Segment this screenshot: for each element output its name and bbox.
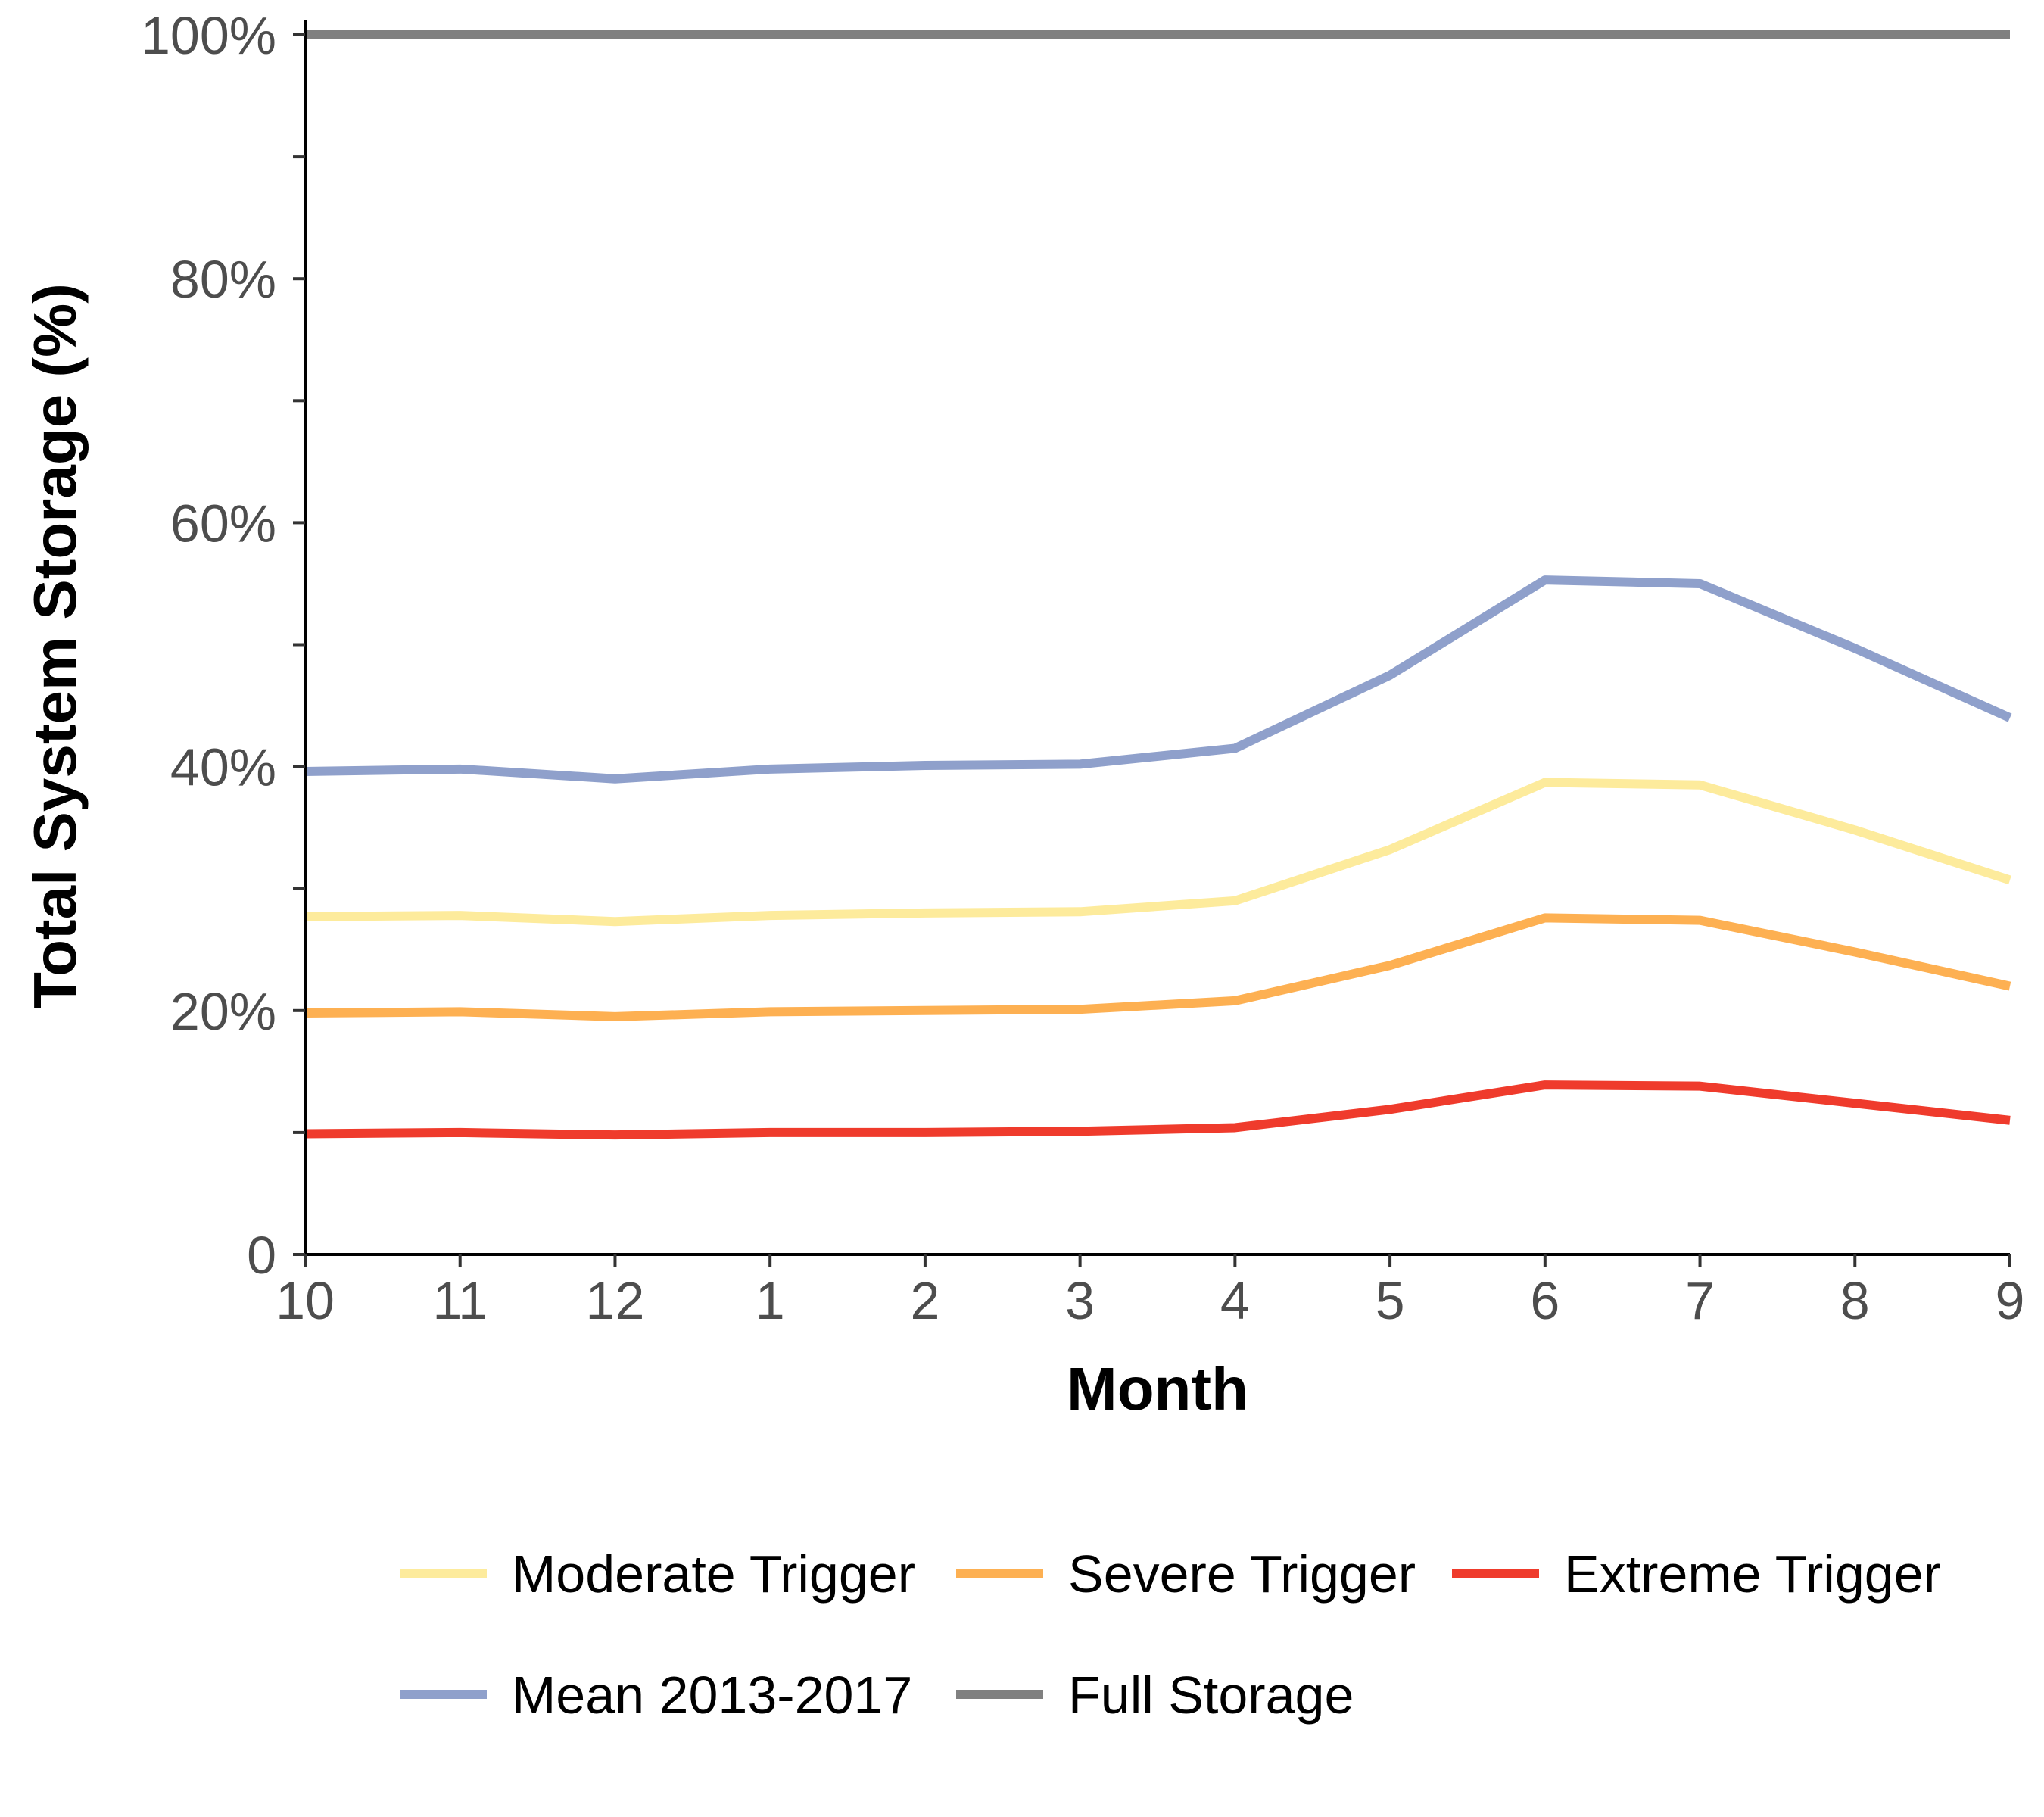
x-tick-label: 2 — [910, 1271, 939, 1330]
legend: Moderate Trigger Severe Trigger Extreme Tr… — [400, 1544, 1941, 1725]
y-tick-label: 0 — [247, 1226, 276, 1285]
x-tick-label: 3 — [1065, 1271, 1095, 1330]
legend-label-moderate-trigger: Moderate Trigger — [512, 1544, 915, 1604]
x-tick-label: 5 — [1376, 1271, 1405, 1330]
legend-label-mean-2013-2017: Mean 2013-2017 — [512, 1666, 912, 1725]
x-tick-label: 9 — [1996, 1271, 2025, 1330]
y-axis-ticks: 0 20% 40% 60% 80% 100% — [141, 6, 305, 1285]
y-tick-label: 20% — [170, 982, 276, 1041]
legend-label-extreme-trigger: Extreme Trigger — [1564, 1544, 1941, 1604]
x-tick-label: 10 — [276, 1271, 335, 1330]
x-tick-label: 6 — [1530, 1271, 1559, 1330]
x-tick-label: 1 — [756, 1271, 785, 1330]
series-line-moderate-trigger — [304, 778, 2011, 927]
y-tick-label: 100% — [141, 6, 276, 65]
y-axis-title: Total System Storage (%) — [21, 283, 89, 1009]
series-layer — [304, 30, 2012, 1140]
x-tick-label: 4 — [1220, 1271, 1250, 1330]
series-line-mean-2013-2017 — [304, 575, 2012, 784]
y-tick-label: 40% — [170, 738, 276, 797]
x-tick-label: 8 — [1840, 1271, 1870, 1330]
series-line-extreme-trigger — [304, 1080, 2011, 1140]
x-tick-label: 12 — [586, 1271, 645, 1330]
x-tick-label: 11 — [432, 1271, 488, 1330]
x-axis-title: Month — [1067, 1355, 1248, 1423]
x-axis-ticks: 10 11 12 1 2 3 4 5 6 7 8 9 — [276, 1254, 2024, 1330]
y-tick-label: 80% — [170, 250, 276, 309]
legend-label-severe-trigger: Severe Trigger — [1068, 1544, 1416, 1604]
x-tick-label: 7 — [1685, 1271, 1715, 1330]
y-tick-label: 60% — [170, 494, 276, 553]
legend-label-full-storage: Full Storage — [1068, 1666, 1354, 1725]
series-line-severe-trigger — [304, 913, 2011, 1021]
